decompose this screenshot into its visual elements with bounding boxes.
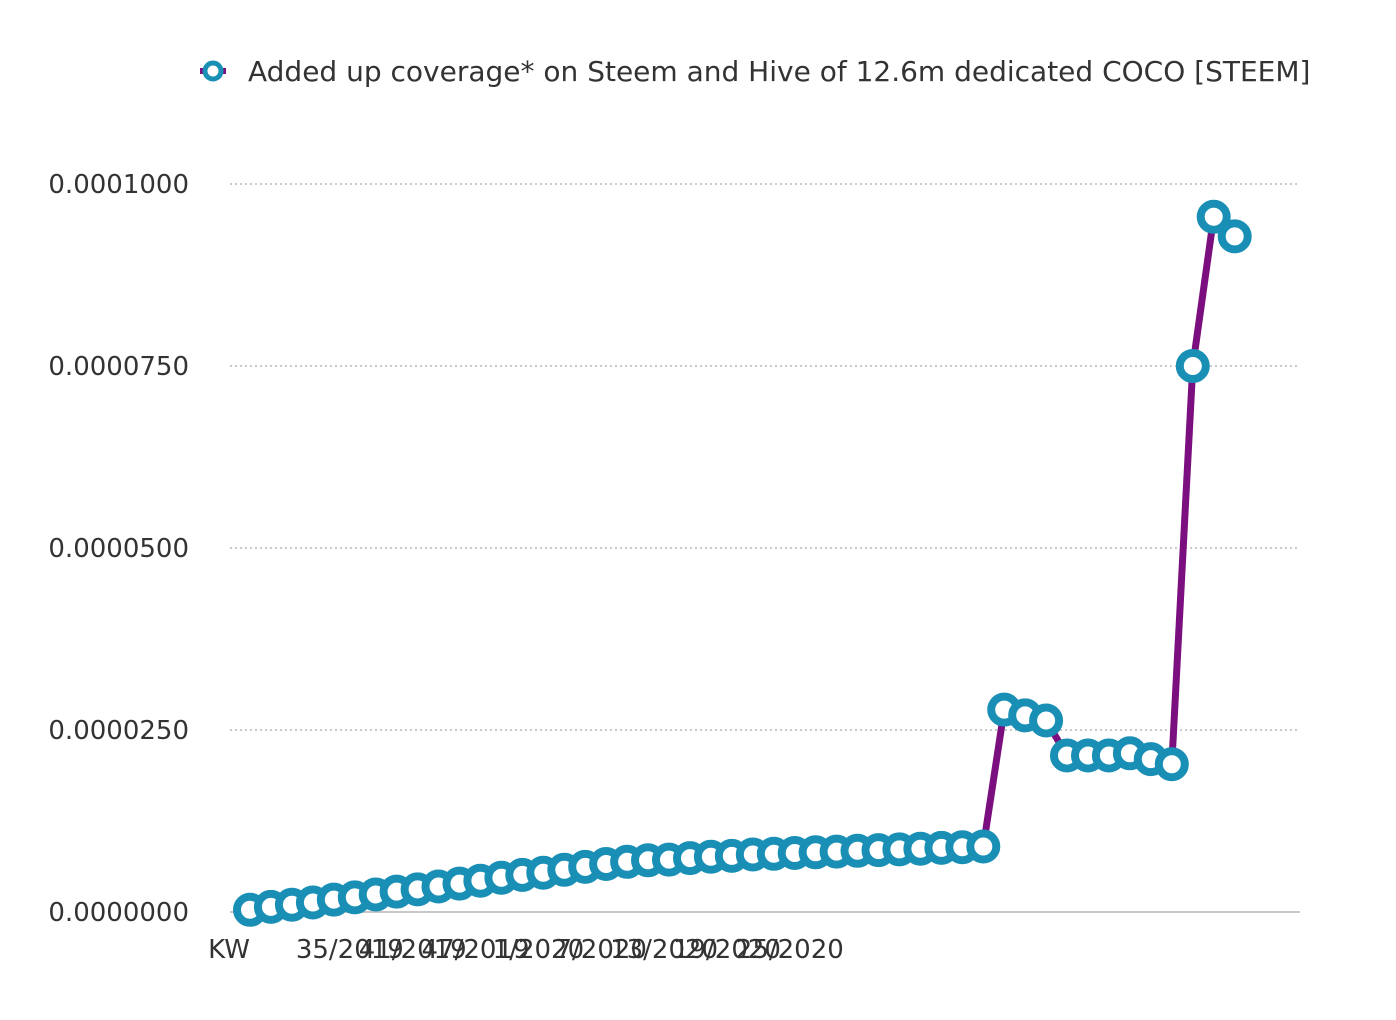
y-tick-label: 0.0000000: [48, 898, 189, 928]
x-tick-label: 1/2020: [493, 935, 584, 965]
x-tick-label: 25/2020: [736, 935, 844, 965]
x-tick-label: 13/2020: [610, 935, 718, 965]
data-point[interactable]: [1196, 199, 1231, 234]
y-tick-label: 0.0000750: [48, 352, 189, 382]
x-tick-label: 35/2019: [296, 935, 404, 965]
legend[interactable]: Added up coverage* on Steem and Hive of …: [200, 55, 1310, 88]
y-tick-label: 0.0001000: [48, 170, 189, 200]
series-group: [233, 199, 1252, 927]
series-line: [246, 213, 1239, 914]
data-point[interactable]: [966, 829, 1001, 864]
data-point[interactable]: [1154, 747, 1189, 782]
y-tick-label: 0.0000500: [48, 534, 189, 564]
x-tick-label: 19/2020: [673, 935, 781, 965]
x-axis-labels: KW 35/201941/201947/20191/20207/202013/2…: [208, 935, 844, 965]
x-axis-prefix-label: KW: [208, 935, 250, 965]
legend-series-label: Added up coverage* on Steem and Hive of …: [248, 55, 1310, 88]
x-tick-label: 41/2019: [359, 935, 467, 965]
x-tick-label: 47/2019: [422, 935, 530, 965]
legend-marker-swatch: [202, 60, 224, 82]
y-tick-label: 0.0000250: [48, 716, 189, 746]
data-point[interactable]: [1175, 349, 1210, 383]
gridlines: [230, 183, 1300, 731]
x-tick-label: 7/2020: [556, 935, 647, 965]
data-point[interactable]: [1217, 219, 1252, 254]
data-point[interactable]: [1029, 703, 1064, 738]
y-axis-labels: 0.0000000 0.0000250 0.0000500 0.0000750 0.00…: [48, 170, 189, 928]
